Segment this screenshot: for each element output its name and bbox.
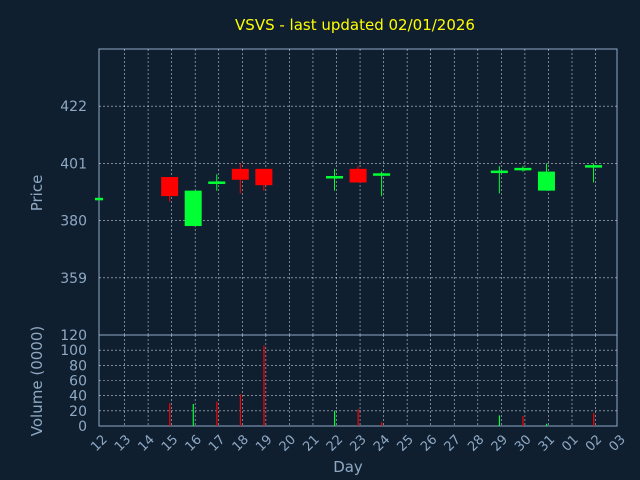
x-tick-label: 18 <box>230 432 252 454</box>
volume-bar <box>593 413 595 426</box>
volume-bar <box>545 423 548 426</box>
x-tick-label: 28 <box>465 432 487 454</box>
volume-bar <box>498 415 501 426</box>
x-tick-label: 31 <box>536 432 558 454</box>
volume-bars <box>169 345 595 426</box>
candle-body <box>585 165 603 168</box>
price-y-ticks: 359 380 401 422 <box>60 99 87 287</box>
price-y-tick-label: 380 <box>60 214 87 230</box>
x-tick-label: 22 <box>324 432 346 454</box>
price-y-tick-label: 401 <box>60 156 87 172</box>
x-tick-label: 01 <box>559 432 581 454</box>
x-ticks: 12 13 14 15 16 17 18 19 20 21 22 23 24 25 26 27 28 29 30 31… <box>88 432 628 454</box>
x-tick-label: 24 <box>371 432 393 454</box>
candle-body <box>349 168 367 183</box>
x-tick-label: 29 <box>489 432 511 454</box>
candle-body <box>231 168 249 180</box>
volume-y-tick-label: 120 <box>60 328 87 344</box>
x-tick-label: 30 <box>512 432 534 454</box>
volume-bar <box>192 404 194 426</box>
volume-y-tick-label: 0 <box>78 419 87 435</box>
volume-bar <box>239 394 241 426</box>
candle-body <box>373 173 391 176</box>
price-y-tick-label: 359 <box>60 271 87 287</box>
volume-bar <box>357 409 359 426</box>
volume-bar <box>263 345 265 426</box>
volume-bar <box>381 422 383 426</box>
volume-bar <box>522 416 524 426</box>
x-tick-label: 27 <box>442 432 464 454</box>
x-tick-label: 16 <box>183 432 205 454</box>
candle-body <box>255 168 273 186</box>
volume-y-tick-label: 20 <box>69 404 87 420</box>
volume-y-tick-label: 100 <box>60 343 87 359</box>
volume-bar <box>169 403 171 426</box>
candle-body <box>184 190 202 227</box>
candles <box>95 163 603 227</box>
chart-title: VSVS - last updated 02/01/2026 <box>235 16 475 34</box>
x-tick-label: 13 <box>112 432 134 454</box>
volume-bar <box>334 410 336 426</box>
candle-body <box>208 181 226 184</box>
x-tick-label: 15 <box>159 432 181 454</box>
volume-y-tick-label: 40 <box>69 389 87 405</box>
x-tick-label: 21 <box>300 432 322 454</box>
volume-axis-label: Volume (0000) <box>28 326 46 436</box>
price-panel: 359 380 401 422 Price <box>28 48 618 336</box>
x-tick-label: 14 <box>135 432 157 454</box>
x-tick-label: 25 <box>395 432 417 454</box>
candle-body <box>326 176 343 179</box>
x-tick-label: 17 <box>206 432 228 454</box>
volume-grid <box>99 335 617 426</box>
x-tick-label: 26 <box>418 432 440 454</box>
x-tick-label: 23 <box>347 432 369 454</box>
candle-body <box>161 177 179 197</box>
x-tick-label: 02 <box>583 432 605 454</box>
x-tick-label: 03 <box>606 432 628 454</box>
price-axis-label: Price <box>28 175 46 212</box>
x-tick-label: 20 <box>277 432 299 454</box>
candle-body <box>537 171 555 191</box>
candle-body <box>514 167 532 171</box>
x-tick-label: 12 <box>88 432 110 454</box>
candle-body <box>490 170 508 174</box>
candle-body <box>95 197 103 201</box>
price-y-tick-label: 422 <box>60 99 87 115</box>
x-axis-label: Day <box>333 458 363 476</box>
x-tick-label: 19 <box>253 432 275 454</box>
volume-bar <box>216 401 218 426</box>
volume-y-tick-label: 60 <box>69 374 87 390</box>
volume-y-tick-label: 80 <box>69 358 87 374</box>
